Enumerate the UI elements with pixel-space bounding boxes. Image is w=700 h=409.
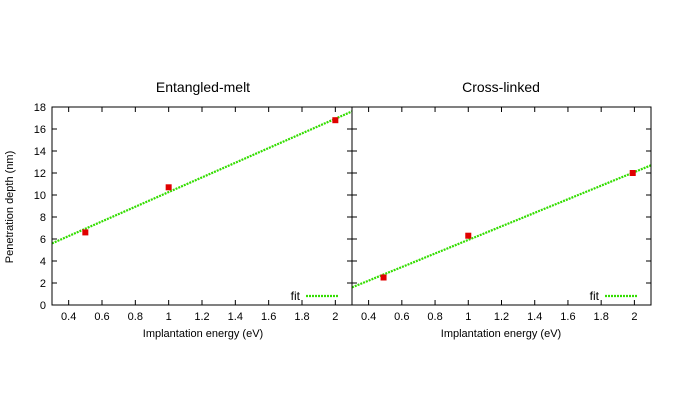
y-tick-label: 16	[34, 124, 46, 136]
legend-label: fit	[291, 289, 301, 303]
x-tick-label: 1.2	[194, 311, 209, 323]
data-point	[629, 170, 636, 176]
fit-line	[52, 110, 352, 245]
y-tick-label: 18	[34, 102, 46, 114]
x-tick-label: 2	[631, 311, 637, 323]
plot-frame	[51, 106, 353, 306]
x-tick-label: 0.4	[361, 311, 376, 323]
y-tick-label: 6	[40, 234, 46, 246]
x-tick-label: 2	[332, 311, 338, 323]
y-tick-label: 14	[34, 146, 46, 158]
x-tick-label: 1.4	[228, 311, 243, 323]
y-tick-label: 2	[40, 278, 46, 290]
data-point	[332, 117, 339, 124]
x-tick-label: 1.6	[261, 311, 276, 323]
y-tick-label: 4	[40, 256, 46, 268]
y-tick-label: 10	[34, 190, 46, 202]
x-tick-label: 1.4	[527, 311, 542, 323]
x-tick-label: 0.6	[94, 311, 109, 323]
x-axis-label: Implantation energy (eV)	[143, 328, 263, 340]
data-point	[165, 184, 172, 191]
legend-label: fit	[590, 289, 600, 303]
fit-line	[352, 164, 651, 289]
x-tick-label: 1.8	[594, 311, 609, 323]
panel-entangled-melt: Entangled-melt Implantation energy (eV) …	[4, 79, 353, 340]
x-tick-label: 0.4	[61, 311, 76, 323]
data-point	[380, 274, 387, 281]
x-tick-label: 0.8	[427, 311, 442, 323]
x-tick-label: 0.6	[394, 311, 409, 323]
y-tick-label: 0	[40, 300, 46, 312]
x-tick-label: 1	[465, 311, 471, 323]
data-point	[82, 229, 89, 236]
panel-cross-linked: Cross-linked Implantation energy (eV) 0.…	[351, 79, 652, 340]
data-point	[465, 232, 472, 239]
y-tick-label: 8	[40, 212, 46, 224]
x-tick-label: 1.6	[560, 311, 575, 323]
panel-title: Cross-linked	[462, 79, 540, 95]
x-tick-label: 1.8	[294, 311, 309, 323]
x-axis-label: Implantation energy (eV)	[441, 328, 561, 340]
y-axis-label: Penetration depth (nm)	[4, 151, 16, 264]
panel-title: Entangled-melt	[156, 79, 250, 95]
x-tick-label: 1	[166, 311, 172, 323]
x-tick-label: 0.8	[128, 311, 143, 323]
plot-frame	[351, 106, 652, 306]
x-tick-label: 1.2	[494, 311, 509, 323]
y-tick-label: 12	[34, 168, 46, 180]
